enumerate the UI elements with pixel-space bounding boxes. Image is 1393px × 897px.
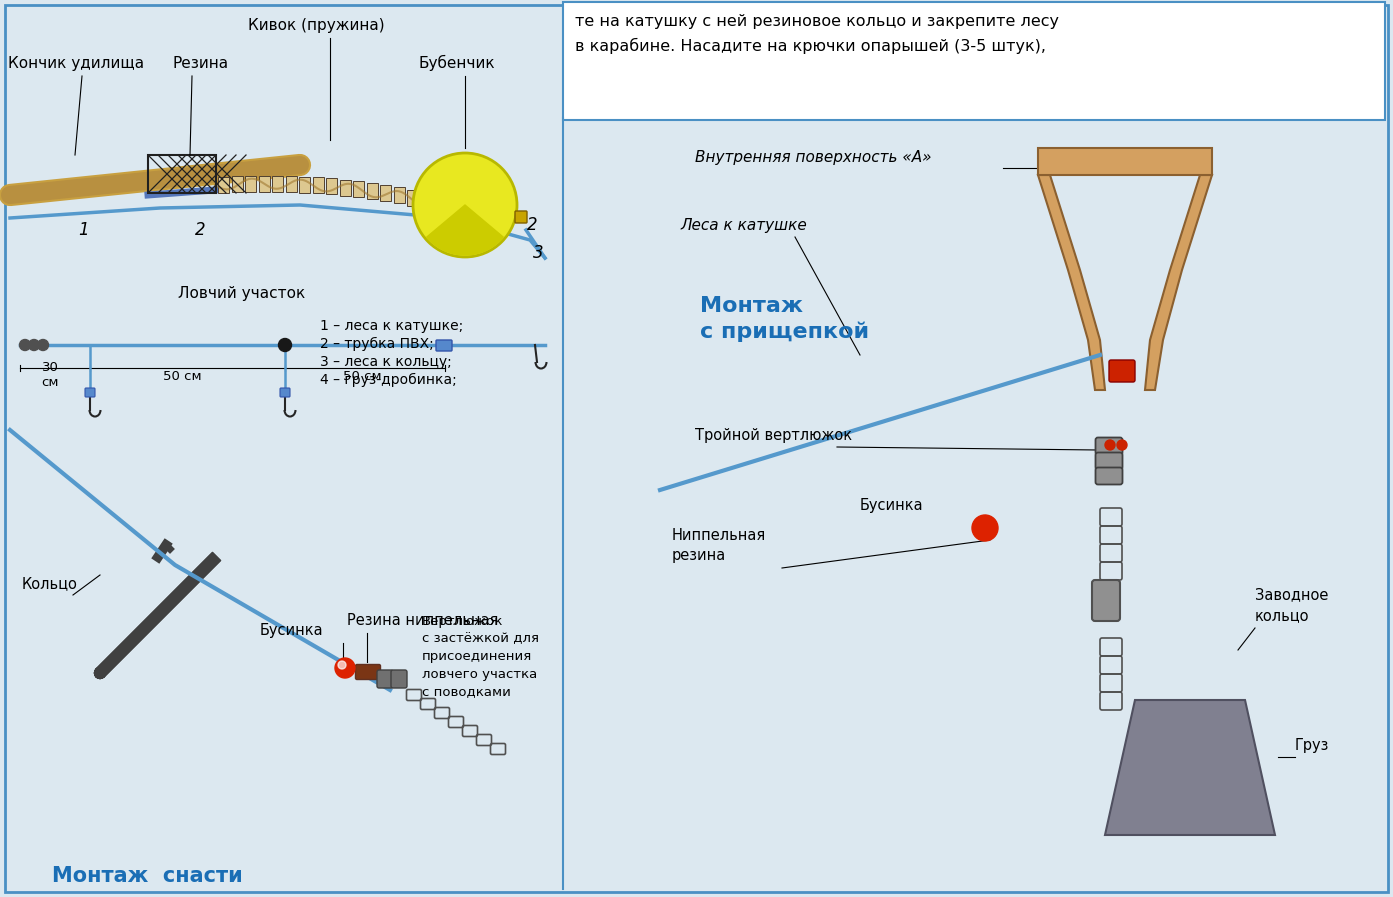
Text: Бусинка: Бусинка bbox=[260, 623, 323, 638]
FancyBboxPatch shape bbox=[436, 340, 451, 351]
FancyBboxPatch shape bbox=[286, 176, 297, 192]
FancyBboxPatch shape bbox=[272, 176, 283, 192]
FancyBboxPatch shape bbox=[352, 181, 364, 197]
Text: Монтаж
с прищепкой: Монтаж с прищепкой bbox=[701, 296, 869, 342]
Text: Резина: Резина bbox=[173, 56, 228, 71]
FancyBboxPatch shape bbox=[259, 176, 269, 192]
Text: Ловчий участок: Ловчий участок bbox=[178, 286, 305, 301]
FancyBboxPatch shape bbox=[421, 193, 432, 209]
FancyBboxPatch shape bbox=[1109, 360, 1135, 382]
FancyBboxPatch shape bbox=[245, 176, 256, 192]
Circle shape bbox=[28, 339, 39, 351]
FancyBboxPatch shape bbox=[85, 388, 95, 397]
Circle shape bbox=[20, 339, 31, 351]
FancyBboxPatch shape bbox=[6, 5, 1387, 892]
Text: 1: 1 bbox=[78, 221, 89, 239]
FancyBboxPatch shape bbox=[515, 211, 527, 223]
Text: 3 – леса к кольцу;: 3 – леса к кольцу; bbox=[320, 355, 451, 369]
Polygon shape bbox=[1105, 700, 1275, 835]
Text: Кольцо: Кольцо bbox=[22, 576, 78, 591]
FancyBboxPatch shape bbox=[391, 670, 407, 688]
Text: Ниппельная
резина: Ниппельная резина bbox=[671, 527, 766, 563]
Circle shape bbox=[1105, 440, 1114, 450]
Text: Груз: Груз bbox=[1295, 738, 1329, 753]
Text: Монтаж  снасти: Монтаж снасти bbox=[52, 866, 242, 886]
Circle shape bbox=[38, 339, 49, 351]
Polygon shape bbox=[1038, 148, 1212, 175]
FancyBboxPatch shape bbox=[280, 388, 290, 397]
FancyBboxPatch shape bbox=[407, 190, 418, 205]
Text: 1 – леса к катушке;: 1 – леса к катушке; bbox=[320, 319, 464, 333]
Text: 4 – груз-дробинка;: 4 – груз-дробинка; bbox=[320, 373, 457, 387]
Circle shape bbox=[412, 153, 517, 257]
Text: Внутренняя поверхность «А»: Внутренняя поверхность «А» bbox=[695, 150, 932, 165]
Text: 50 см: 50 см bbox=[163, 370, 202, 383]
FancyBboxPatch shape bbox=[326, 179, 337, 195]
Circle shape bbox=[1117, 440, 1127, 450]
Text: 2: 2 bbox=[195, 221, 206, 239]
Text: 2: 2 bbox=[527, 216, 538, 234]
Text: 50 см: 50 см bbox=[343, 370, 382, 383]
FancyBboxPatch shape bbox=[299, 177, 311, 193]
Text: Тройной вертлюжок: Тройной вертлюжок bbox=[695, 428, 853, 443]
Polygon shape bbox=[1038, 175, 1105, 390]
Text: 30
см: 30 см bbox=[42, 361, 59, 389]
Text: 2 – трубка ПВХ;: 2 – трубка ПВХ; bbox=[320, 337, 433, 351]
Polygon shape bbox=[1145, 175, 1212, 390]
FancyBboxPatch shape bbox=[340, 179, 351, 196]
FancyBboxPatch shape bbox=[563, 2, 1385, 120]
Text: 3: 3 bbox=[534, 244, 543, 262]
Text: Кивок (пружина): Кивок (пружина) bbox=[248, 18, 384, 33]
FancyBboxPatch shape bbox=[380, 185, 391, 201]
FancyBboxPatch shape bbox=[355, 665, 380, 680]
FancyBboxPatch shape bbox=[366, 183, 378, 199]
FancyBboxPatch shape bbox=[231, 176, 242, 192]
Circle shape bbox=[338, 661, 345, 669]
Wedge shape bbox=[426, 205, 503, 255]
Text: Бубенчик: Бубенчик bbox=[418, 55, 495, 71]
Text: Заводное
кольцо: Заводное кольцо bbox=[1255, 588, 1329, 623]
FancyBboxPatch shape bbox=[1095, 467, 1123, 484]
Text: Вертлюжок
с застёжкой для
присоединения
ловчего участка
с поводками: Вертлюжок с застёжкой для присоединения … bbox=[422, 615, 539, 698]
Circle shape bbox=[972, 515, 997, 541]
FancyBboxPatch shape bbox=[1095, 452, 1123, 469]
FancyBboxPatch shape bbox=[435, 196, 444, 212]
FancyBboxPatch shape bbox=[312, 178, 323, 194]
Text: Кончик удилища: Кончик удилища bbox=[8, 56, 143, 71]
Text: Бусинка: Бусинка bbox=[859, 498, 924, 513]
Text: те на катушку с ней резиновое кольцо и закрепите лесу
в карабине. Насадите на кр: те на катушку с ней резиновое кольцо и з… bbox=[575, 14, 1059, 55]
FancyBboxPatch shape bbox=[1095, 438, 1123, 455]
Circle shape bbox=[334, 658, 355, 678]
FancyBboxPatch shape bbox=[393, 187, 404, 204]
Circle shape bbox=[279, 338, 291, 352]
FancyBboxPatch shape bbox=[1092, 580, 1120, 621]
Text: Леса к катушке: Леса к катушке bbox=[680, 218, 807, 233]
Text: Резина ниппельная: Резина ниппельная bbox=[347, 613, 499, 628]
FancyBboxPatch shape bbox=[378, 670, 393, 688]
FancyBboxPatch shape bbox=[447, 199, 458, 214]
FancyBboxPatch shape bbox=[217, 177, 228, 193]
